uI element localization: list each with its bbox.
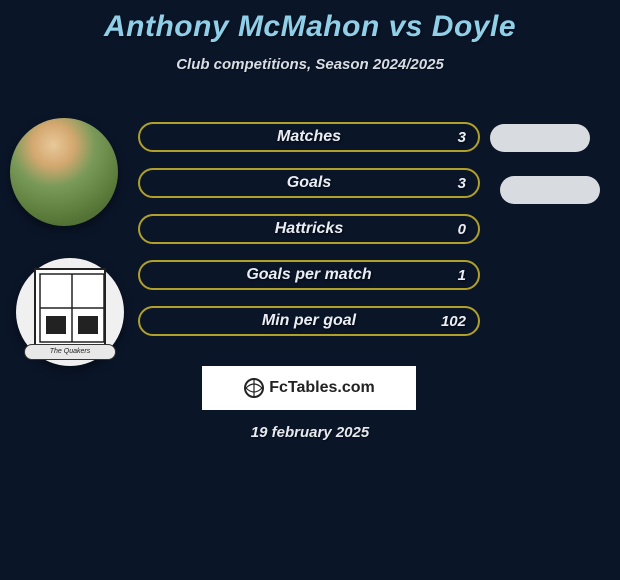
comparison-pill xyxy=(500,176,600,204)
stat-value: 0 xyxy=(458,221,466,238)
stat-label: Goals xyxy=(140,174,478,192)
club-banner-text: The Quakers xyxy=(24,344,116,360)
stat-bar: Min per goal102 xyxy=(138,306,480,336)
page-subtitle: Club competitions, Season 2024/2025 xyxy=(0,56,620,73)
stat-value: 102 xyxy=(441,313,466,330)
stat-label: Goals per match xyxy=(140,266,478,284)
stat-label: Hattricks xyxy=(140,220,478,238)
date-text: 19 february 2025 xyxy=(0,424,620,441)
stat-label: Min per goal xyxy=(140,312,478,330)
page-title: Anthony McMahon vs Doyle xyxy=(0,0,620,44)
player-avatar xyxy=(10,118,118,226)
attribution-badge: FcTables.com xyxy=(202,366,416,410)
club-shield: The Quakers xyxy=(34,268,106,356)
comparison-pill xyxy=(490,124,590,152)
stat-value: 3 xyxy=(458,175,466,192)
stat-bar: Hattricks0 xyxy=(138,214,480,244)
stat-label: Matches xyxy=(140,128,478,146)
stat-bar: Goals3 xyxy=(138,168,480,198)
stat-bar: Matches3 xyxy=(138,122,480,152)
stat-value: 1 xyxy=(458,267,466,284)
stat-value: 3 xyxy=(458,129,466,146)
club-logo: The Quakers xyxy=(16,258,124,366)
stat-bar: Goals per match1 xyxy=(138,260,480,290)
attribution-logo-icon xyxy=(243,377,265,399)
attribution-text: FcTables.com xyxy=(269,379,375,397)
stat-bars: Matches3Goals3Hattricks0Goals per match1… xyxy=(138,122,480,352)
